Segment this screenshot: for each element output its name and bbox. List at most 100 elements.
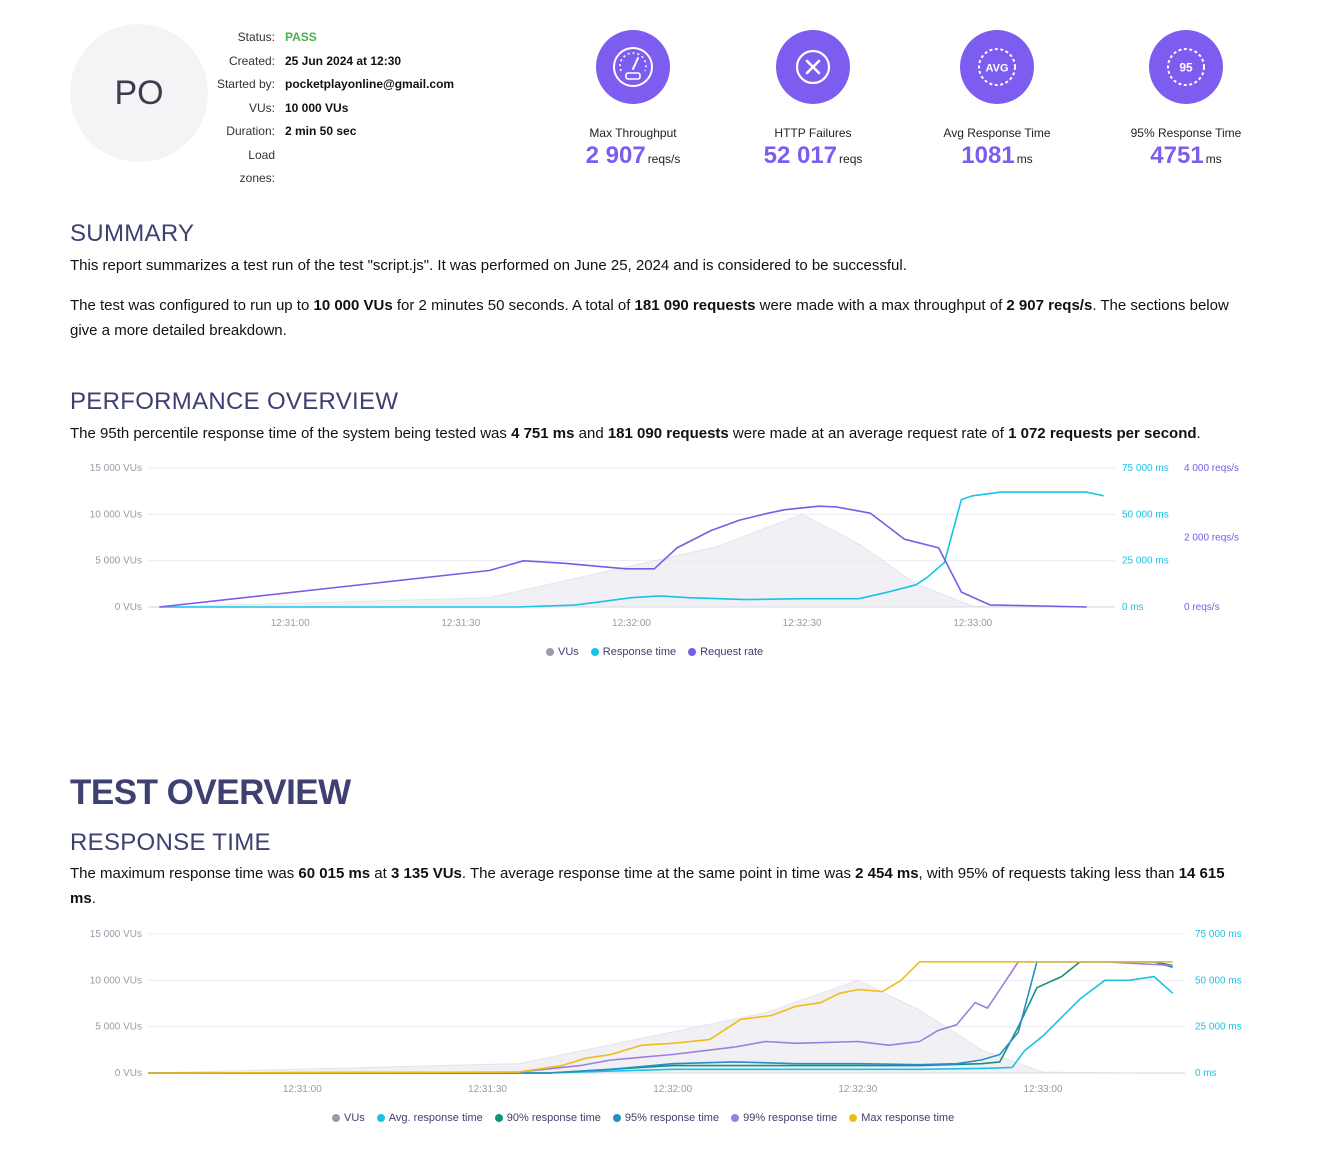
duration-value: 2 min 50 sec	[285, 124, 357, 138]
performance-overview-chart: 0 VUs 5 000 VUs 10 000 VUs 15 000 VUs 0 ms 25…	[90, 463, 1239, 629]
body-text: The test was configured to run up to	[70, 297, 314, 314]
emphasis-text: 1 072 requests per second	[1008, 425, 1197, 442]
y-right-tick-label: 0 ms	[1122, 602, 1144, 613]
y-left-tick-label: 15 000 VUs	[90, 929, 142, 940]
y-right-tick-label: 25 000 ms	[1195, 1022, 1242, 1033]
emphasis-text: 4 751 ms	[511, 425, 575, 442]
kpi-avg-response-time: AVG Avg Response Time 1081 ms	[907, 26, 1087, 170]
kpi-95-response-time: 95 95% Response Time 4751 ms	[1096, 26, 1276, 170]
legend-dot-icon	[731, 1114, 740, 1122]
test-overview-title: TEST OVERVIEW	[70, 773, 351, 812]
summary-paragraph-2: The test was configured to run up to 10 …	[70, 293, 1250, 343]
body-text: for 2 minutes 50 seconds. A total of	[392, 297, 635, 314]
body-text: were made with a max throughput of	[755, 297, 1007, 314]
y-right-tick-label: 75 000 ms	[1122, 463, 1169, 474]
y-right-tick-label: 25 000 ms	[1122, 556, 1169, 567]
meta-key: Duration:	[226, 124, 275, 138]
body-text: . The sections below give a more detaile…	[70, 297, 1229, 339]
legend-item-request-rate[interactable]: Request rate	[688, 646, 763, 658]
x-tick-label: 12:32:30	[838, 1084, 877, 1095]
meta-key: Started by:	[216, 77, 275, 91]
legend-label: Request rate	[700, 646, 764, 658]
response-time-chart-legend: VUs Avg. response time 90% response time 95…	[332, 1112, 954, 1124]
body-text: . The average response time at the same …	[461, 865, 856, 882]
kpi-label: Avg Response Time	[943, 126, 1051, 140]
p95-icon: 95	[1149, 30, 1223, 104]
body-text: at	[370, 865, 391, 882]
kpi-value: 1081	[961, 142, 1015, 169]
body-text: .	[1196, 425, 1201, 442]
kpi-unit: ms	[1205, 152, 1222, 166]
legend-item-max-response-time[interactable]: Max response time	[849, 1112, 954, 1124]
kpi-value: 4751	[1150, 142, 1204, 169]
legend-item-response-time[interactable]: Response time	[590, 646, 677, 658]
performance-overview-title: PERFORMANCE OVERVIEW	[70, 388, 399, 415]
legend-item-avg-response-time[interactable]: Avg. response time	[376, 1112, 483, 1124]
test-run-meta: Status: PASS Created: 25 Jun 2024 at 12:30…	[210, 26, 454, 191]
response-time-title: RESPONSE TIME	[70, 829, 271, 856]
legend-label: Max response time	[861, 1112, 955, 1124]
svg-text:AVG: AVG	[985, 63, 1008, 75]
y-left-tick-label: 10 000 VUs	[90, 509, 142, 520]
meta-key: Load zones:	[239, 147, 275, 186]
emphasis-text: 2 907 reqs/s	[1006, 297, 1093, 314]
emphasis-text: 181 090 requests	[607, 425, 729, 442]
legend-dot-icon	[849, 1114, 858, 1122]
series-response-time-line	[159, 491, 1104, 608]
kpi-unit: ms	[1016, 152, 1033, 166]
avatar-initials: PO	[114, 73, 164, 112]
summary-paragraph-1: This report summarizes a test run of the…	[70, 257, 907, 274]
body-text: The maximum response time was	[70, 865, 299, 882]
y-left-tick-label: 10 000 VUs	[90, 975, 142, 986]
created-value: 25 Jun 2024 at 12:30	[285, 53, 402, 68]
meta-key: Created:	[228, 53, 275, 68]
body-text: The 95th percentile response time of the…	[70, 425, 512, 442]
meta-key: Status:	[237, 30, 275, 44]
summary-title: SUMMARY	[70, 220, 195, 247]
legend-dot-icon	[590, 648, 599, 656]
legend-label: Response time	[602, 646, 677, 658]
x-tick-label: 12:31:30	[468, 1084, 507, 1095]
emphasis-text: 10 000 VUs	[313, 297, 393, 314]
x-tick-label: 12:32:30	[783, 618, 822, 629]
avg-icon: AVG	[960, 30, 1034, 104]
kpi-unit: reqs/s	[647, 152, 681, 166]
legend-label: Avg. response time	[388, 1112, 483, 1124]
kpi-label: Max Throughput	[589, 126, 677, 140]
vus-value: 10 000 VUs	[285, 100, 349, 115]
avatar: PO	[70, 24, 208, 162]
x-tick-label: 12:33:00	[1024, 1084, 1063, 1095]
svg-text:95: 95	[1179, 61, 1193, 75]
legend-item-95-response-time[interactable]: 95% response time	[612, 1112, 719, 1124]
y-left-tick-label: 5 000 VUs	[95, 1022, 142, 1033]
legend-item-99-response-time[interactable]: 99% response time	[731, 1112, 837, 1124]
status-value: PASS	[285, 30, 317, 44]
started-by-value: pocketplayonline@gmail.com	[285, 77, 455, 91]
y-left-tick-label: 0 VUs	[115, 602, 142, 613]
legend-item-vus[interactable]: VUs	[546, 646, 579, 658]
x-tick-label: 12:32:00	[612, 618, 651, 629]
legend-item-vus[interactable]: VUs	[332, 1112, 365, 1124]
y-right-tick-label: 50 000 ms	[1195, 975, 1242, 986]
kpi-value: 2 907	[585, 142, 646, 169]
emphasis-text: 14 615 ms	[70, 865, 1225, 907]
series-max-response-time-line	[147, 961, 1173, 1074]
legend-dot-icon	[332, 1114, 340, 1122]
legend-item-90-response-time[interactable]: 90% response time	[494, 1112, 601, 1124]
y-right2-tick-label: 2 000 reqs/s	[1184, 533, 1239, 544]
y-right2-tick-label: 0 reqs/s	[1184, 602, 1220, 613]
x-tick-label: 12:31:00	[283, 1084, 322, 1095]
legend-label: 90% response time	[506, 1112, 601, 1124]
close-icon	[776, 30, 850, 104]
y-right-tick-label: 50 000 ms	[1122, 509, 1169, 520]
performance-chart-legend: VUs Response time Request rate	[546, 646, 763, 658]
x-tick-label: 12:31:00	[271, 618, 310, 629]
body-text: were made at an average request rate of	[728, 425, 1009, 442]
legend-label: VUs	[558, 646, 579, 658]
kpi-max-throughput: Max Throughput 2 907 reqs/s	[543, 26, 723, 170]
meta-key: VUs:	[248, 100, 275, 115]
series-vus-area	[159, 513, 1059, 608]
x-tick-label: 12:33:00	[953, 618, 992, 629]
y-right2-tick-label: 4 000 reqs/s	[1184, 463, 1239, 474]
body-text: , with 95% of requests taking less than	[918, 865, 1179, 882]
